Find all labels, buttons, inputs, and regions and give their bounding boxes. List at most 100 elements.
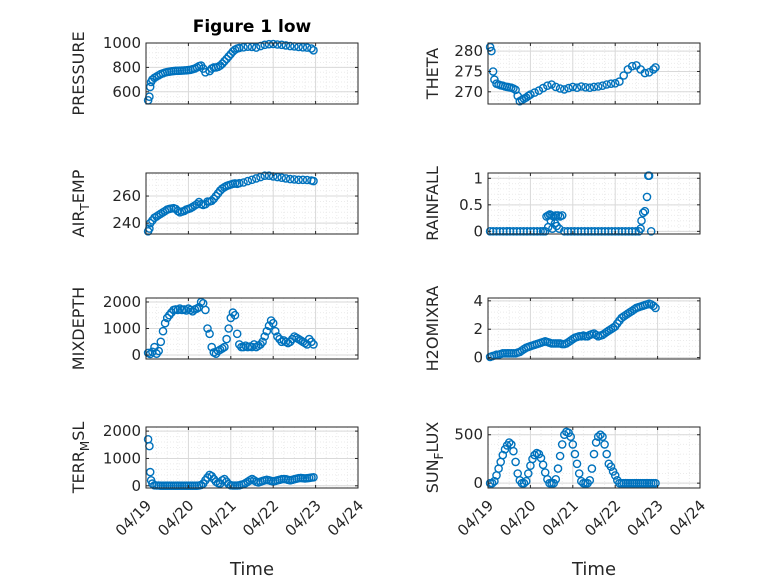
data-point [251,174,261,183]
data-point [224,324,233,333]
series-rainfall [485,171,656,236]
data-point [243,176,253,186]
data-point [536,226,545,236]
data-point [217,59,227,69]
data-point [572,83,582,92]
y-tick-label: 4 [473,292,483,310]
data-point [640,68,650,78]
y-tick-label: 260 [112,187,141,205]
data-point [570,449,580,459]
y-tick-label: 500 [454,426,483,444]
data-point [148,347,157,357]
y-tick-label: 1000 [103,34,141,52]
data-point [600,440,609,449]
data-point [307,44,316,53]
data-point [585,83,595,92]
data-point [610,79,620,88]
data-point [517,346,527,355]
data-point [557,440,567,449]
data-point [277,40,287,50]
data-point [646,226,656,236]
data-point [290,175,299,184]
y-tick-label: 1000 [103,449,141,467]
data-point [623,309,633,318]
data-point [294,175,303,185]
data-point [552,221,562,231]
data-point [309,176,318,186]
data-point [156,337,166,347]
data-point [651,63,660,72]
data-point [534,86,544,95]
axes-box [145,42,359,105]
y-tick-label: 0 [473,222,483,240]
data-point [230,310,240,320]
data-point [509,446,518,456]
data-point [160,318,170,328]
data-point [511,457,520,467]
data-point [637,216,646,225]
data-point [574,469,584,478]
data-point [581,83,590,92]
data-point [309,46,318,55]
data-point [593,82,603,91]
y-tick-label: 2 [473,320,483,338]
data-point [568,82,578,92]
data-point [285,174,295,184]
subplot-mixdepth: 0 1000 2000 MIXDEPTH [69,287,359,370]
data-point [593,432,603,442]
data-point [181,306,191,315]
data-point [251,43,261,52]
data-point [234,178,244,188]
data-point [220,342,229,352]
y-axis-label: AIRTEMP [69,169,92,237]
x-axis-label-right: Time [571,559,616,580]
data-point [309,472,318,482]
data-point [532,226,542,236]
y-axis-label: H2OMIXRA [423,286,442,372]
data-point [606,79,616,88]
data-point [642,192,652,202]
data-point [201,305,210,315]
data-point [551,474,561,484]
data-point [260,171,270,180]
data-point [270,326,280,336]
data-point [309,340,318,349]
data-point [530,88,539,97]
data-point [598,432,607,442]
data-point [220,57,229,66]
data-point [207,342,216,352]
data-point [598,81,607,90]
data-point [566,432,576,442]
data-point [602,449,612,459]
data-point [196,480,206,490]
data-point [591,438,601,447]
data-point [649,301,658,311]
data-point [217,184,227,193]
y-tick-label: 275 [454,62,483,80]
y-tick-label: 270 [454,83,483,101]
y-tick-label: 0 [473,349,483,367]
y-tick-label: 0 [473,474,483,492]
data-point [273,332,282,341]
y-tick-label: 0 [131,477,141,495]
data-point [568,440,578,449]
data-point [234,43,244,53]
subplot-rainfall: 0 0.5 1 RAINFALL [423,166,701,241]
data-point [258,337,267,347]
y-tick-label: 1 [473,169,483,187]
data-point [490,476,499,486]
data-point [192,199,202,209]
subplot-theta: 270 275 280 THETA [423,42,701,106]
figure-title: Figure 1 low [193,17,312,37]
data-point [256,340,265,349]
data-point [145,82,155,92]
y-axis-label: TERRMSL [69,422,92,495]
data-point [277,337,287,347]
data-point [640,206,650,216]
data-point [521,476,531,486]
x-axis-label-left: Time [229,559,274,580]
data-point [591,330,601,340]
series-theta [485,42,660,106]
data-point [651,303,660,313]
